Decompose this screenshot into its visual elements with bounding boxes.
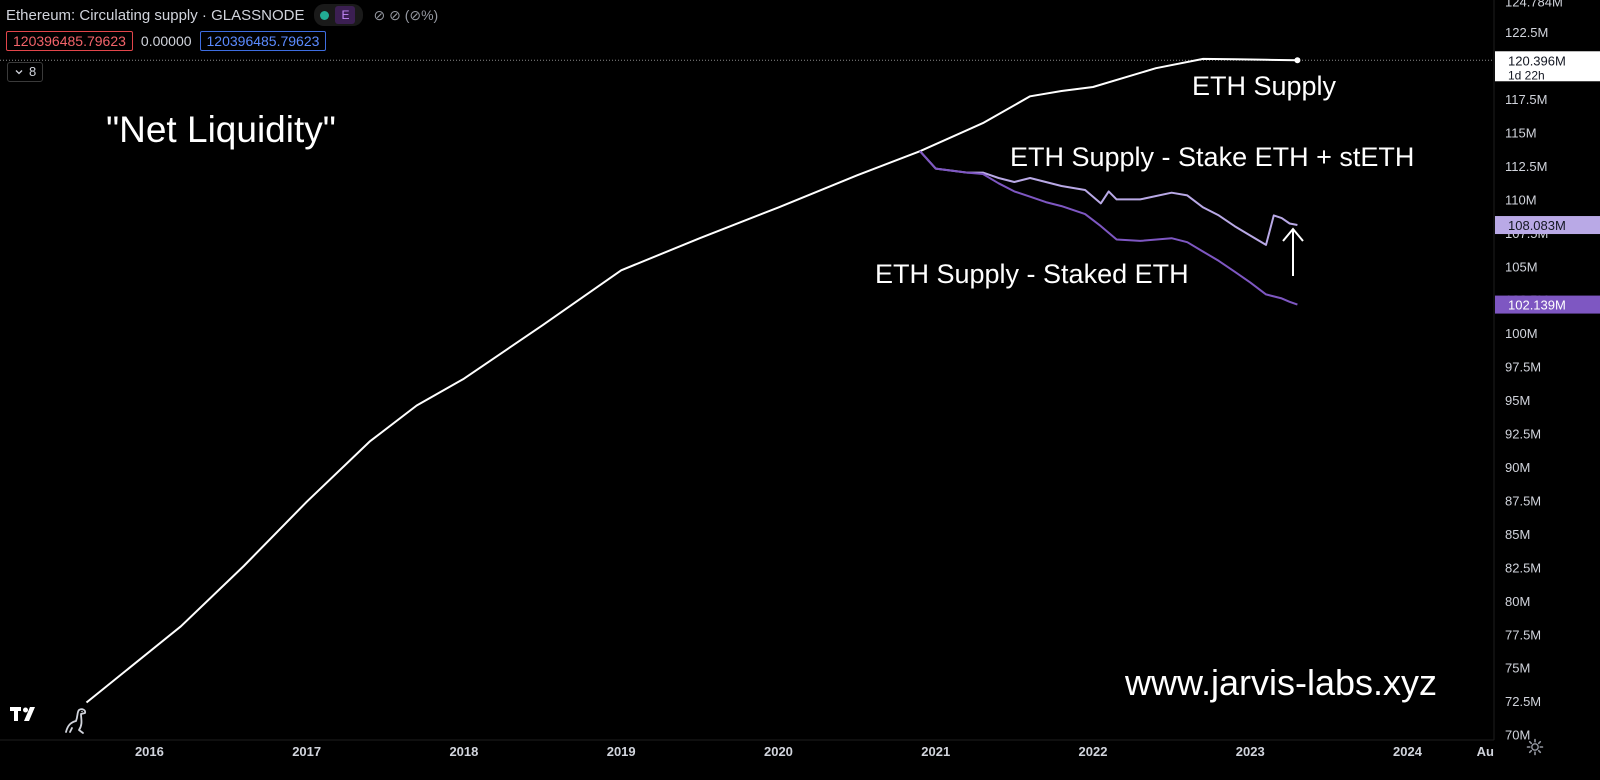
series-layer: [85, 57, 1301, 704]
x-tick-label: 2024: [1393, 744, 1423, 759]
last-value-text: 108.083M: [1508, 218, 1566, 233]
x-tick-label: Au: [1477, 744, 1494, 759]
change-readout: ⊘ ⊘ (⊘%): [373, 6, 439, 23]
y-tick-label: 100M: [1505, 326, 1538, 341]
last-point-marker: [1294, 57, 1301, 64]
ohlc-values: 120396485.79623 0.00000 120396485.79623: [6, 31, 327, 51]
indicator-count: 8: [29, 64, 37, 79]
watermark: www.jarvis-labs.xyz: [1124, 662, 1437, 703]
status-group[interactable]: E: [314, 4, 364, 26]
dino-icon[interactable]: [62, 706, 90, 741]
series-line-1[interactable]: [919, 150, 1298, 246]
y-tick-label: 70M: [1505, 728, 1530, 743]
series-line-0[interactable]: [85, 57, 1298, 704]
series-annotation-staked: ETH Supply - Staked ETH: [875, 259, 1189, 289]
y-tick-label: 77.5M: [1505, 627, 1541, 642]
y-tick-label: 82.5M: [1505, 560, 1541, 575]
bar-countdown: 1d 22h: [1508, 68, 1545, 82]
y-tick-label: 92.5M: [1505, 427, 1541, 442]
y-tick-label: 87.5M: [1505, 493, 1541, 508]
x-tick-label: 2022: [1079, 744, 1108, 759]
last-value-badge: [1495, 295, 1600, 314]
y-tick-label: 122.5M: [1505, 25, 1548, 40]
headline-annotation: "Net Liquidity": [106, 109, 336, 150]
x-tick-label: 2020: [764, 744, 793, 759]
exchange-badge: E: [335, 6, 356, 24]
series-line-2[interactable]: [919, 150, 1298, 306]
y-tick-label: 72.5M: [1505, 694, 1541, 709]
last-value-badge: [1495, 216, 1600, 235]
y-tick-label: 115M: [1505, 125, 1537, 140]
last-value-text: 120.396M: [1508, 53, 1566, 68]
x-tick-label: 2019: [607, 744, 636, 759]
y-tick-label: 85M: [1505, 527, 1530, 542]
y-tick-label: 112.5M: [1505, 159, 1547, 174]
y-tick-label: 90M: [1505, 460, 1530, 475]
series-annotation-supply: ETH Supply: [1192, 71, 1337, 101]
y-tick-label: 80M: [1505, 594, 1530, 609]
chevron-down-icon: [15, 70, 23, 75]
up-arrow-icon: [1282, 227, 1304, 276]
y-tick-label: 105M: [1505, 259, 1538, 274]
y-tick-label: 97.5M: [1505, 360, 1541, 375]
market-status-dot: [320, 10, 330, 20]
series-annotation-steth: ETH Supply - Stake ETH + stETH: [1010, 142, 1414, 172]
close-value[interactable]: 120396485.79623: [199, 31, 327, 51]
y-tick-label: 75M: [1505, 661, 1530, 676]
tradingview-logo-icon[interactable]: [10, 705, 42, 728]
y-tick-label: 95M: [1505, 393, 1530, 408]
y-tick-label: 110M: [1505, 192, 1537, 207]
time-axis[interactable]: 2016 2017 2018 2019 2020 2021 2022 2023 2024 Au: [135, 744, 1494, 759]
x-tick-label: 2021: [921, 744, 950, 759]
last-value-text: 102.139M: [1508, 298, 1566, 313]
y-tick-label: 117.5M: [1505, 92, 1547, 107]
x-tick-label: 2018: [449, 744, 478, 759]
change-value: 0.00000: [140, 33, 192, 49]
chart-header: Ethereum: Circulating supply · GLASSNODE…: [6, 4, 438, 26]
settings-gear-icon[interactable]: [1526, 738, 1544, 761]
open-value[interactable]: 120396485.79623: [6, 31, 133, 51]
y-tick-label: 124.784M: [1505, 0, 1563, 10]
price-axis[interactable]: 124.784M122.5M117.5M115M112.5M110M107.5M…: [1505, 0, 1563, 743]
x-tick-label: 2017: [292, 744, 321, 759]
indicator-collapse-button[interactable]: 8: [7, 62, 44, 82]
last-value-badge: [1495, 51, 1600, 82]
x-tick-label: 2016: [135, 744, 164, 759]
x-tick-label: 2023: [1236, 744, 1265, 759]
symbol-title[interactable]: Ethereum: Circulating supply · GLASSNODE: [6, 6, 305, 24]
